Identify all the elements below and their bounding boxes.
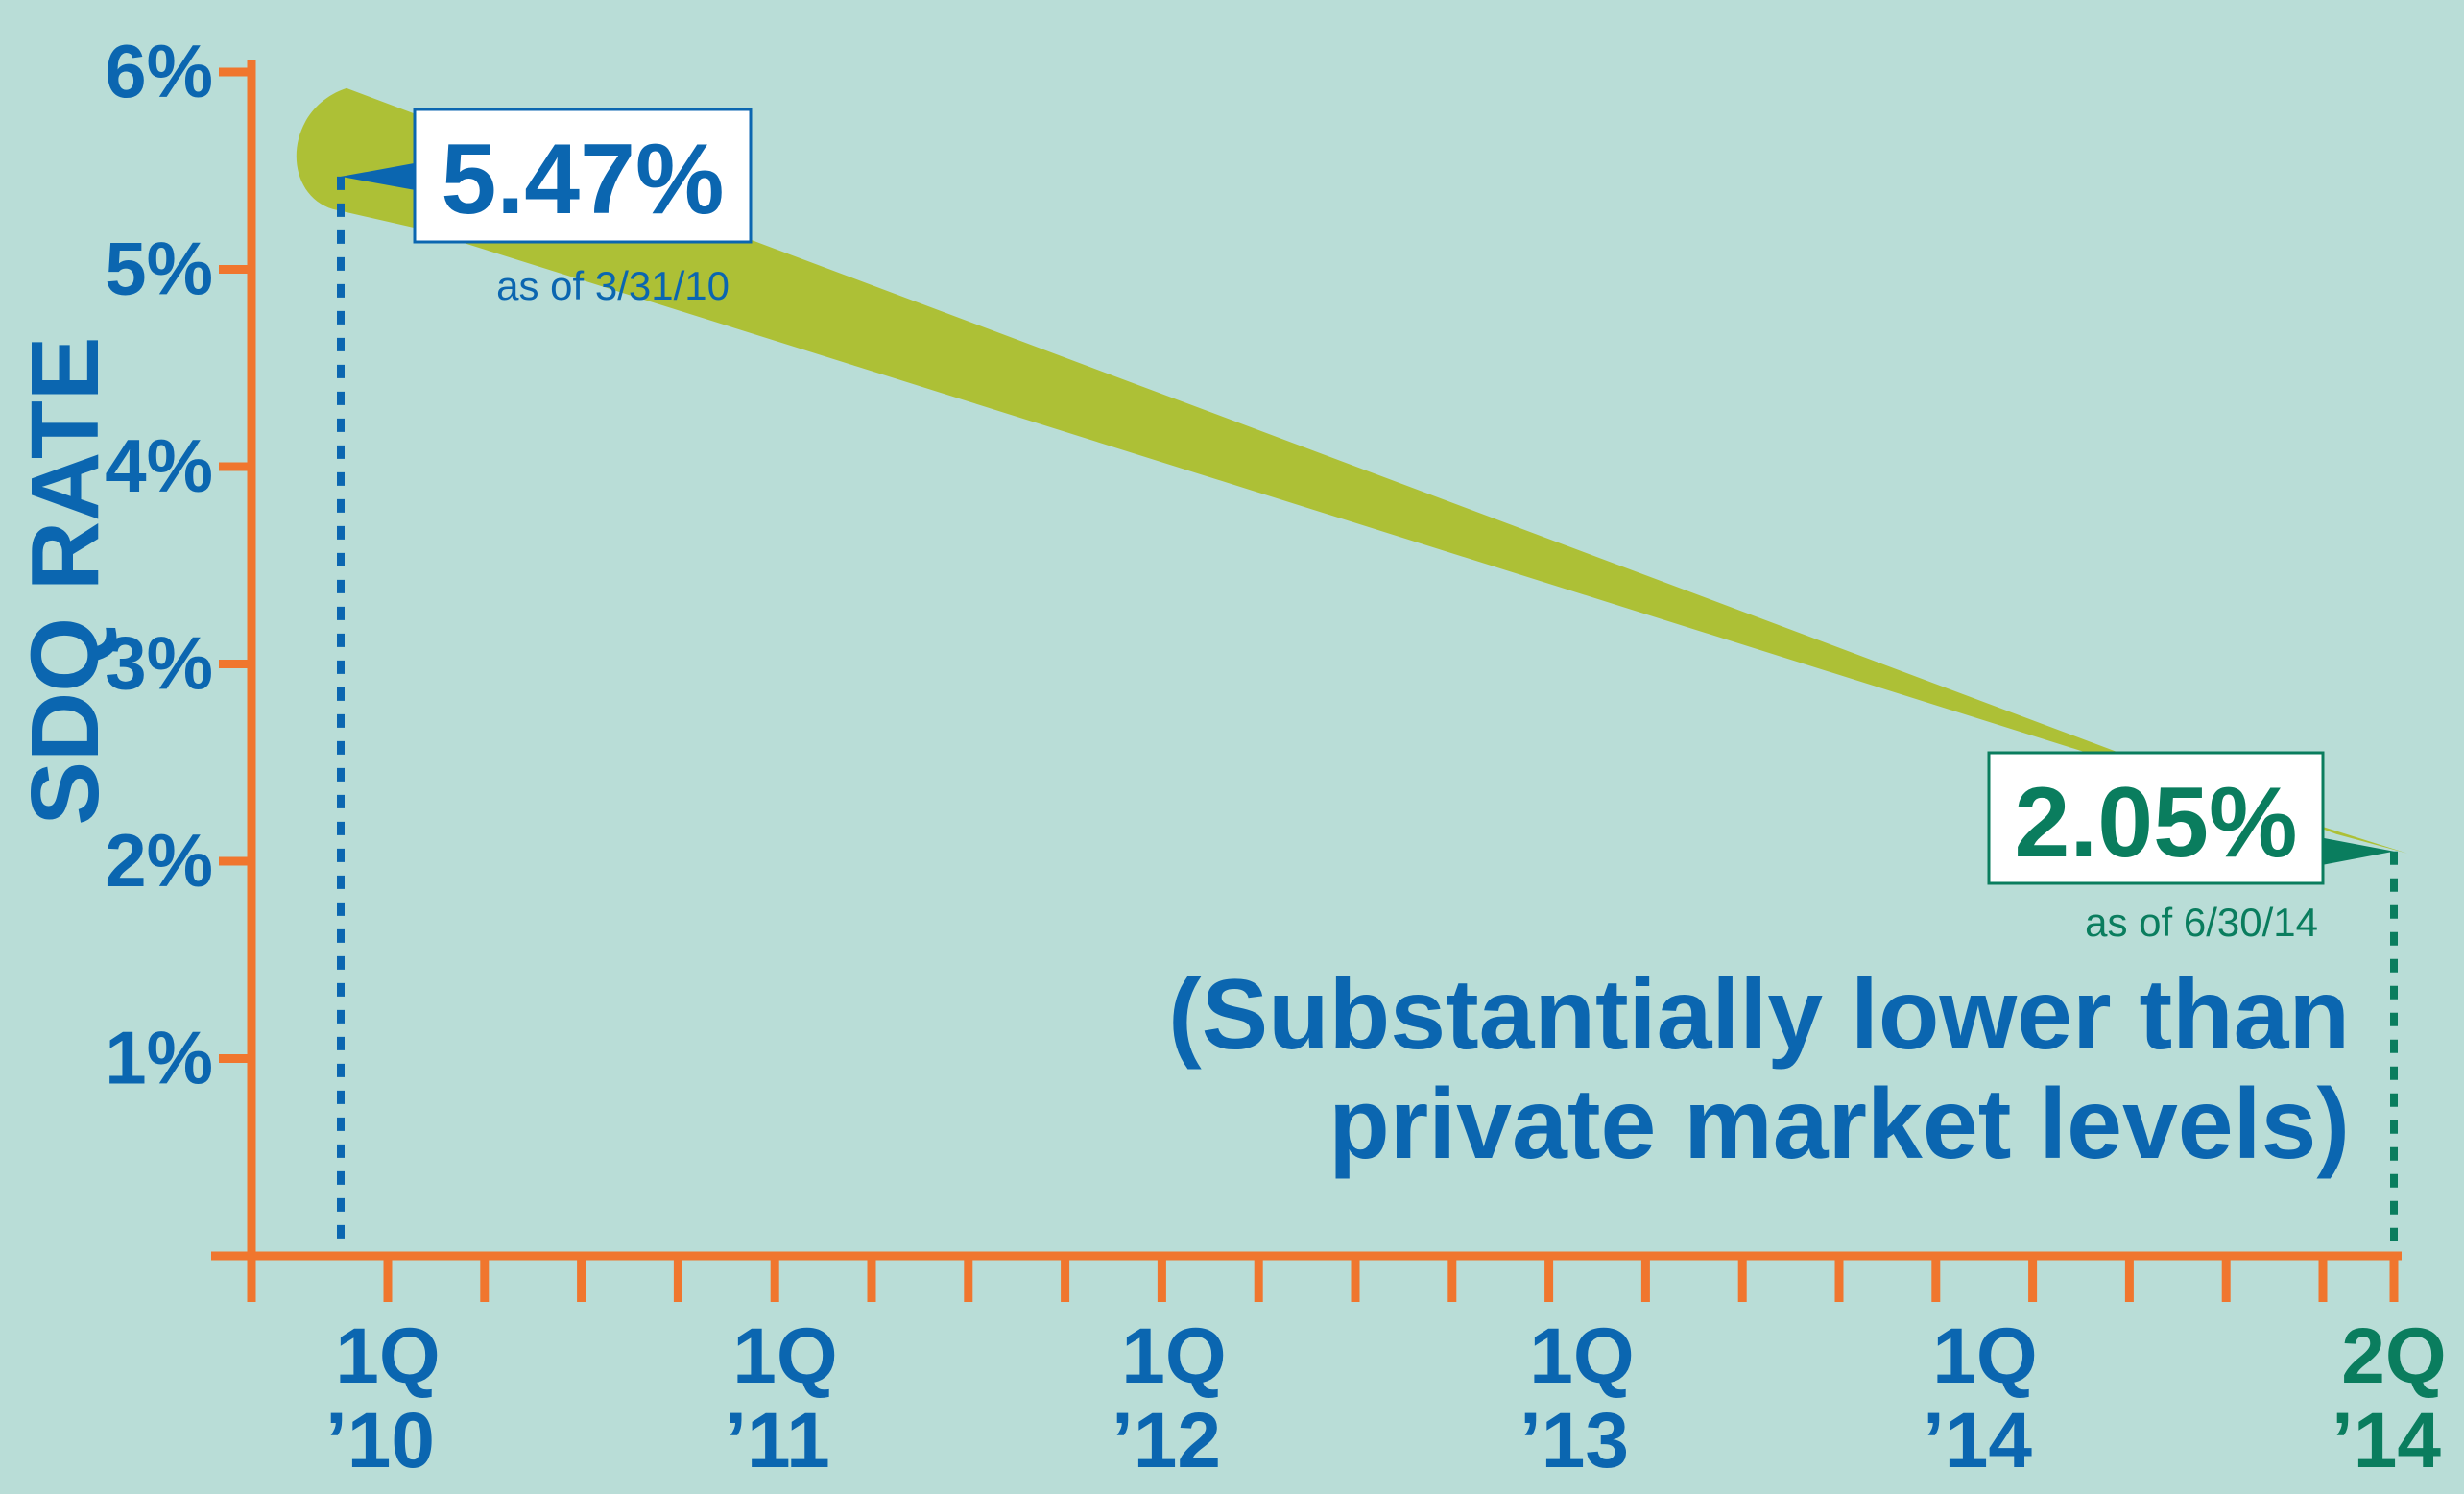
x-tick-label: 2Q — [2341, 1313, 2446, 1400]
x-tick-label: 1Q — [1932, 1313, 2037, 1400]
callout-start-box — [413, 108, 753, 244]
note-line-1: (Substantially lower than — [1168, 959, 2350, 1071]
x-tick-label: 1Q — [1529, 1313, 1634, 1400]
y-tick-label: 6% — [105, 29, 213, 113]
x-tick-label: 1Q — [732, 1313, 837, 1400]
x-tick-label: ’10 — [325, 1397, 435, 1484]
x-tick-label: ’13 — [1519, 1397, 1629, 1484]
callout-end-value: 2.05% — [2015, 767, 2298, 879]
callout-pointer-end — [2323, 837, 2394, 865]
x-tick-label: ’14 — [2332, 1397, 2441, 1484]
x-tick-label: ’14 — [1923, 1397, 2032, 1484]
callout-end-box — [1987, 751, 2325, 885]
callout-end-date: as of 6/30/14 — [2085, 900, 2318, 945]
y-tick-label: 4% — [105, 423, 213, 508]
x-tick-label: 1Q — [1121, 1313, 1226, 1400]
callout-pointer-start — [341, 162, 415, 190]
callout-start-date: as of 3/31/10 — [496, 263, 730, 308]
note-line-2: private market levels) — [1328, 1069, 2350, 1180]
y-tick-label: 3% — [105, 621, 213, 706]
x-minor-ticks — [247, 1256, 2399, 1302]
y-tick-label: 5% — [105, 227, 213, 311]
x-tick-label: ’12 — [1112, 1397, 1221, 1484]
y-tick-label: 2% — [105, 818, 213, 903]
y-axis-title: SDQ RATE — [12, 336, 119, 825]
y-ticks: 6% 5% 4% 3% 2% 1% — [105, 29, 251, 1100]
x-tick-label: 1Q — [335, 1313, 440, 1400]
trend-band — [296, 87, 2407, 854]
callout-start: 5.47% as of 3/31/10 — [413, 108, 753, 308]
callout-start-value: 5.47% — [442, 124, 725, 235]
y-tick-label: 1% — [105, 1016, 213, 1100]
x-tick-label: ’11 — [725, 1397, 829, 1484]
callout-end: 2.05% as of 6/30/14 — [1987, 751, 2325, 945]
